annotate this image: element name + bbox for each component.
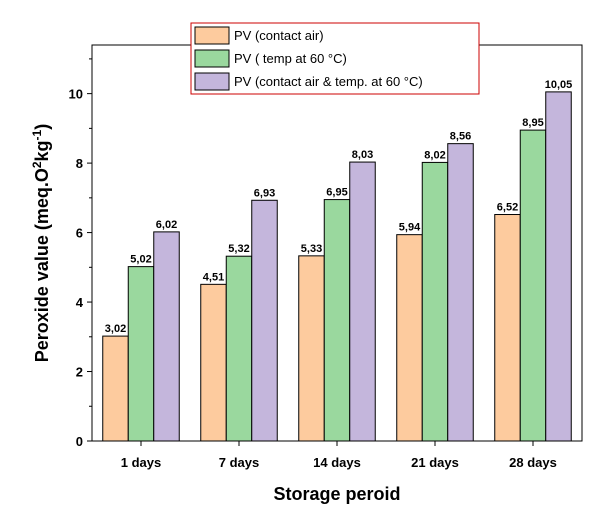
y-tick-label: 0 xyxy=(76,434,83,449)
legend: PV (contact air) PV ( temp at 60 °C) PV (c… xyxy=(190,22,480,95)
data-labels-layer: 3,02 5,02 6,02 4,51 5,32 6,93 5,33 6,95 8,03 5,94… xyxy=(105,79,572,335)
bar-s1-7-days xyxy=(200,283,227,442)
data-label: 8,03 xyxy=(352,149,373,161)
x-ticks-layer: 1 days 7 days 14 days 21 days 28 days xyxy=(121,441,557,470)
data-label: 8,02 xyxy=(424,149,445,161)
legend-swatch xyxy=(194,49,230,68)
y-axis-title: Peroxide value (meq.O2kg-1) xyxy=(30,124,52,362)
legend-label: PV (contact air & temp. at 60 °C) xyxy=(234,74,423,89)
y-ticks-layer: 0 2 4 6 8 10 xyxy=(69,58,92,449)
x-axis-title: Storage peroid xyxy=(273,484,400,504)
y-tick-label: 8 xyxy=(76,156,83,171)
data-label: 3,02 xyxy=(105,323,126,335)
data-label: 6,93 xyxy=(254,187,275,199)
bar-s2-1-days xyxy=(127,266,155,442)
legend-label: PV (contact air) xyxy=(234,28,324,43)
y-tick-label: 6 xyxy=(76,226,83,241)
bar-s3-7-days xyxy=(251,199,278,442)
bar-s3-28-days xyxy=(545,91,572,442)
y-tick-label: 10 xyxy=(69,87,83,102)
data-label: 6,95 xyxy=(326,187,347,199)
x-tick-label: 28 days xyxy=(509,455,557,470)
bar-s2-21-days xyxy=(421,161,449,442)
legend-swatch xyxy=(194,26,230,45)
x-tick-label: 7 days xyxy=(219,455,259,470)
bar-s3-21-days xyxy=(447,143,474,442)
bar-s3-1-days xyxy=(153,231,180,442)
bar-s1-28-days xyxy=(494,214,521,442)
bar-s2-7-days xyxy=(225,255,253,442)
data-label: 5,02 xyxy=(130,254,151,266)
legend-swatch xyxy=(194,72,230,91)
y-axis-title-sup1: 2 xyxy=(30,161,44,168)
data-label: 5,33 xyxy=(301,243,322,255)
bar-s3-14-days xyxy=(349,161,376,442)
x-tick-label: 21 days xyxy=(411,455,459,470)
data-label: 4,51 xyxy=(203,271,224,283)
bar-s1-21-days xyxy=(396,234,423,442)
data-label: 8,95 xyxy=(522,117,543,129)
data-label: 10,05 xyxy=(545,79,573,91)
y-axis-title-mid: kg xyxy=(32,140,52,161)
bars-layer xyxy=(102,91,572,442)
legend-box xyxy=(190,22,480,95)
x-tick-label: 1 days xyxy=(121,455,161,470)
data-label: 8,56 xyxy=(450,131,471,143)
data-label: 5,32 xyxy=(228,243,249,255)
bar-s1-1-days xyxy=(102,335,129,442)
y-axis-title-sup2: -1 xyxy=(30,129,44,140)
y-tick-label: 4 xyxy=(76,295,84,310)
data-label: 5,94 xyxy=(399,222,421,234)
data-label: 6,02 xyxy=(156,219,177,231)
bar-s2-14-days xyxy=(323,199,351,442)
bar-s1-14-days xyxy=(298,255,325,442)
y-axis-title-suffix: ) xyxy=(32,124,52,130)
bar-s2-28-days xyxy=(519,129,547,442)
legend-label: PV ( temp at 60 °C) xyxy=(234,51,347,66)
x-tick-label: 14 days xyxy=(313,455,361,470)
y-tick-label: 2 xyxy=(76,365,83,380)
y-axis-title-prefix: Peroxide value (meq.O xyxy=(32,168,52,362)
data-label: 6,52 xyxy=(497,202,518,214)
